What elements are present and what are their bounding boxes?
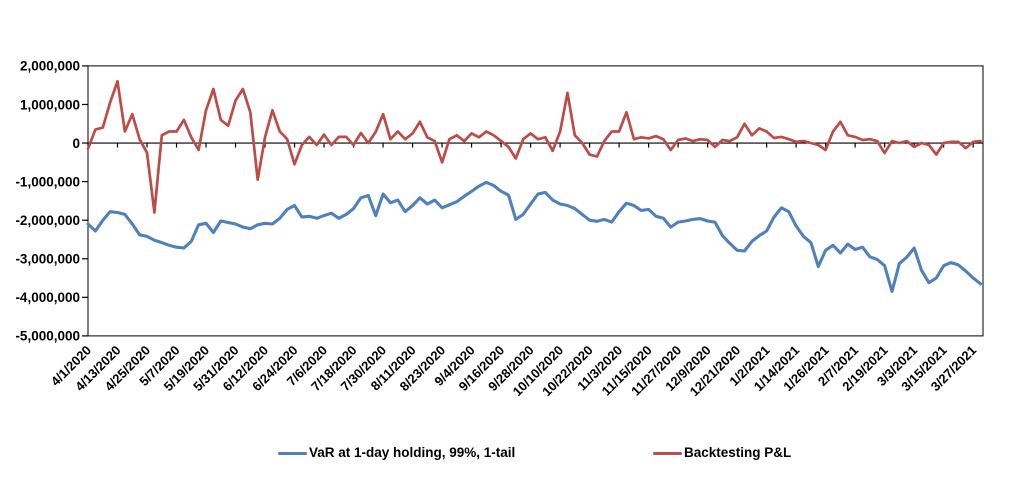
y-axis-tick-label: 1,000,000 — [20, 97, 80, 112]
var-series-swatch — [278, 451, 307, 455]
pnl-series-swatch — [653, 451, 682, 455]
var-series-line — [86, 180, 983, 294]
y-axis-tick-label: 2,000,000 — [20, 59, 80, 74]
y-axis-tick-label: -3,000,000 — [15, 252, 80, 267]
legend-item-var: VaR at 1-day holding, 99%, 1-tail — [278, 446, 515, 460]
y-axis-tick-label: -1,000,000 — [15, 174, 80, 189]
y-axis-tick-label: -5,000,000 — [15, 329, 80, 344]
plot-border — [87, 65, 984, 337]
pnl-series-line — [86, 79, 982, 214]
legend-item-pnl: Backtesting P&L — [653, 446, 791, 460]
var-series-label: VaR at 1-day holding, 99%, 1-tail — [309, 445, 516, 460]
chart-legend: VaR at 1-day holding, 99%, 1-tail Backte… — [0, 446, 1018, 466]
y-axis-tick-label: -4,000,000 — [15, 290, 80, 305]
pnl-series-label: Backtesting P&L — [684, 445, 792, 460]
y-axis-tick-label: -2,000,000 — [15, 213, 80, 228]
y-axis-tick-label: 0 — [72, 136, 80, 151]
